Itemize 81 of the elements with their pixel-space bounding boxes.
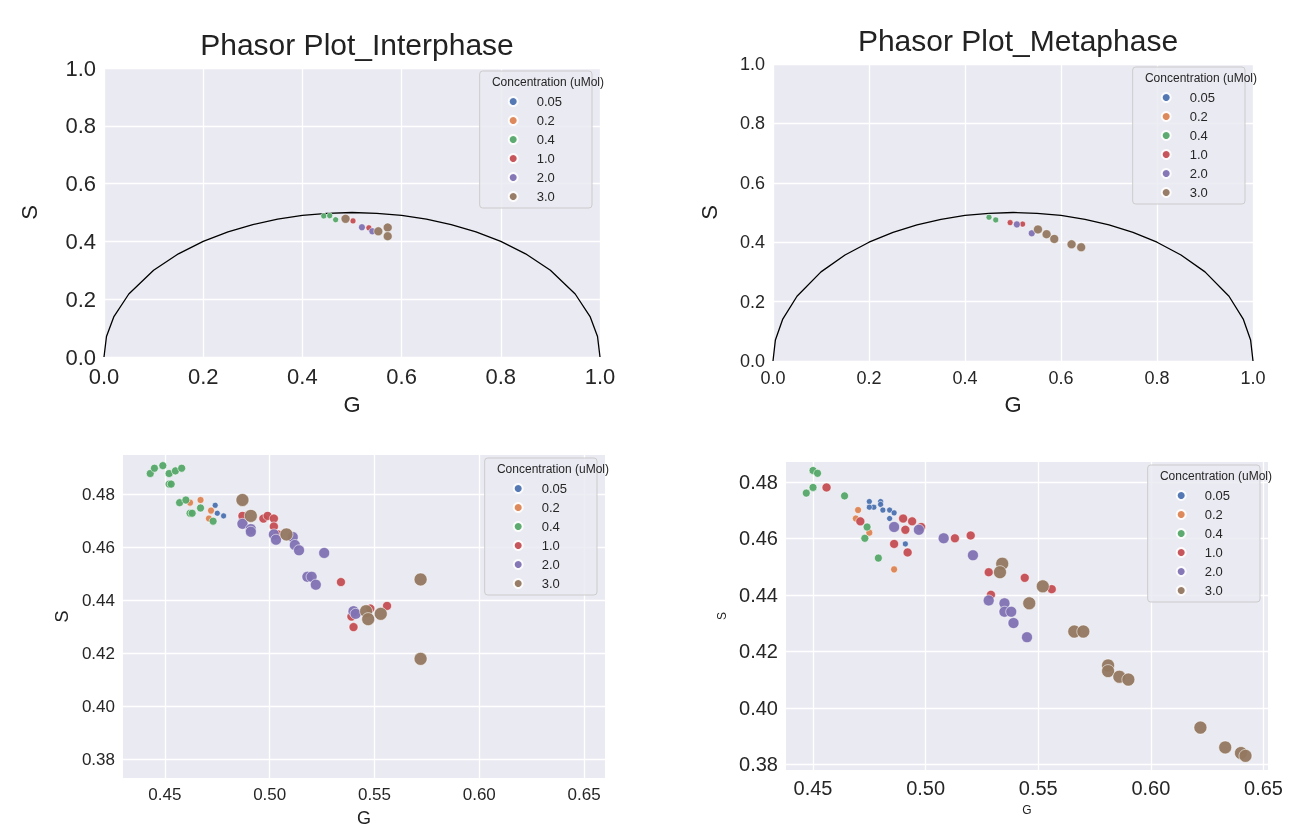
x-tick-label: 0.50 [253,785,287,804]
legend-label: 0.05 [1204,488,1231,503]
legend-label: 0.4 [1204,526,1223,541]
x-tick-label: 1.0 [1240,368,1266,388]
y-axis-title: S [17,205,43,220]
x-tick-label: 0.4 [952,368,978,388]
y-tick-label: 0.40 [739,696,778,719]
legend-label: 0.4 [541,519,560,534]
y-axis-title: S [696,205,722,220]
x-tick-label: 0.60 [1131,777,1171,799]
y-tick-label: 0.40 [81,697,115,717]
x-tick-label: 0.65 [1244,777,1283,799]
legend-label: 0.2 [1204,507,1223,522]
y-tick-label: 0.4 [65,228,96,254]
legend-label: 0.05 [541,481,568,496]
y-tick-label: 0.46 [81,538,115,558]
legend-label: 1.0 [541,538,560,553]
x-tick-label: 0.45 [148,785,182,804]
x-tick-label: 0.65 [567,785,601,804]
legend-label: 0.2 [541,500,560,515]
y-tick-label: 0.6 [739,172,765,193]
y-tick-label: 0.38 [81,749,115,769]
y-axis-title: S [52,610,73,623]
y-tick-label: 0.44 [81,591,115,611]
legend-label: 2.0 [536,170,555,185]
x-tick-label: 0.55 [1018,777,1058,799]
x-tick-label: 0.4 [287,363,318,389]
x-axis-title: G [343,391,361,417]
x-tick-label: 0.8 [485,363,517,389]
y-tick-label: 0.38 [739,753,778,776]
legend-title: Concentration (uMol) [496,462,610,476]
x-tick-label: 0.50 [906,777,946,799]
legend-label: 2.0 [1204,564,1223,579]
x-tick-label: 0.60 [462,785,496,804]
legend-label: 0.05 [1189,90,1216,105]
y-tick-label: 1.0 [739,54,765,74]
y-tick-label: 0.46 [739,527,778,550]
legend-title: Concentration (uMol) [1144,71,1258,85]
y-tick-label: 0.42 [739,640,778,663]
legend-label: 1.0 [1189,147,1208,162]
y-tick-label: 0.4 [739,232,765,253]
legend-label: 3.0 [1189,185,1208,200]
x-tick-label: 0.8 [1144,368,1170,388]
y-tick-label: 0.44 [739,583,778,606]
legend-label: 1.0 [536,151,555,166]
x-tick-label: 0.55 [357,785,392,804]
x-tick-label: 0.45 [793,777,833,799]
legend-label: 0.4 [1189,128,1208,143]
y-tick-label: 0.8 [65,113,96,139]
y-axis-title: S [715,611,729,621]
legend-label: 1.0 [1204,545,1223,560]
legend-label: 3.0 [541,576,560,591]
x-tick-label: 1.0 [584,363,616,389]
y-tick-label: 0.2 [65,286,96,312]
y-tick-label: 0.48 [739,470,778,493]
legend-label: 2.0 [541,557,560,572]
x-axis-title: G [1022,803,1032,817]
legend-label: 0.2 [536,113,555,128]
legend-label: 3.0 [1204,583,1223,598]
x-axis-title: G [356,808,372,828]
y-tick-label: 0.48 [81,485,115,505]
y-tick-label: 0.0 [65,344,96,370]
x-tick-label: 0.6 [386,363,417,389]
legend-title: Concentration (uMol) [1159,469,1273,483]
y-tick-label: 1.0 [65,55,96,81]
x-tick-label: 0.6 [1048,368,1074,388]
chart-title: Phasor Plot_Interphase [200,27,514,61]
y-tick-label: 0.6 [65,171,96,197]
x-axis-title: G [1004,391,1022,417]
y-tick-label: 0.42 [81,644,115,664]
legend-title: Concentration (uMol) [491,75,605,89]
y-tick-label: 0.2 [739,291,765,312]
x-tick-label: 0.2 [187,363,219,389]
legend-label: 0.4 [536,132,555,147]
legend-label: 2.0 [1189,166,1208,181]
chart-title: Phasor Plot_Metaphase [857,23,1179,57]
legend-label: 3.0 [536,189,555,204]
legend-label: 0.05 [536,94,563,109]
legend-label: 0.2 [1189,109,1208,124]
x-tick-label: 0.2 [856,368,882,388]
y-tick-label: 0.8 [739,113,765,134]
